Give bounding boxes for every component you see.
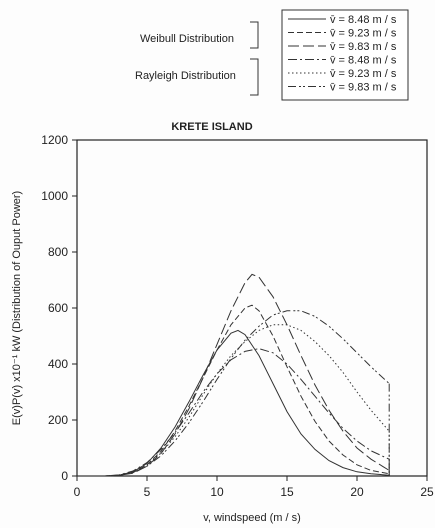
y-tick-label: 0 <box>61 469 68 483</box>
legend-entry-4: v̄ = 8.48 m / s <box>330 55 397 67</box>
legend-group-label-weibull: Weibull Distribution <box>140 33 234 45</box>
y-axis-label: E(v)P(v) x10⁻¹ kW (Distribution of Ouput… <box>11 191 23 425</box>
legend-bracket-rayleigh <box>250 59 258 95</box>
y-tick-label: 400 <box>48 357 68 371</box>
legend-bracket-weibull <box>250 22 258 48</box>
x-tick-label: 20 <box>350 485 364 499</box>
series-line-2 <box>77 305 389 476</box>
legend-entry-6: v̄ = 9.83 m / s <box>330 82 397 94</box>
x-axis-label: v, windspeed (m / s) <box>203 512 301 524</box>
axis-ticks: 0 5 10 15 20 25 0 200 400 600 800 1000 1200 <box>41 133 434 499</box>
x-tick-label: 5 <box>144 485 151 499</box>
legend-group-label-rayleigh: Rayleigh Distribution <box>135 70 236 82</box>
legend-entry-5: v̄ = 9.23 m / s <box>330 68 397 80</box>
legend-groups: Weibull Distribution Rayleigh Distributi… <box>135 22 258 95</box>
y-tick-label: 800 <box>48 245 68 259</box>
series-lines <box>77 274 389 476</box>
chart-title: KRETE ISLAND <box>171 121 252 133</box>
series-line-3 <box>77 274 389 476</box>
y-tick-label: 600 <box>48 301 68 315</box>
series-line-5 <box>77 325 389 476</box>
plot-frame <box>77 140 427 476</box>
y-tick-label: 1000 <box>41 189 68 203</box>
y-tick-label: 200 <box>48 413 68 427</box>
series-line-4 <box>77 349 389 476</box>
y-tick-label: 1200 <box>41 133 68 147</box>
legend-entry-3: v̄ = 9.83 m / s <box>330 41 397 53</box>
legend-entry-1: v̄ = 8.48 m / s <box>330 14 397 26</box>
series-line-6 <box>77 311 389 476</box>
legend-entry-2: v̄ = 9.23 m / s <box>330 28 397 40</box>
x-tick-label: 0 <box>74 485 81 499</box>
x-tick-label: 15 <box>280 485 294 499</box>
x-tick-label: 10 <box>210 485 224 499</box>
x-tick-label: 25 <box>420 485 434 499</box>
